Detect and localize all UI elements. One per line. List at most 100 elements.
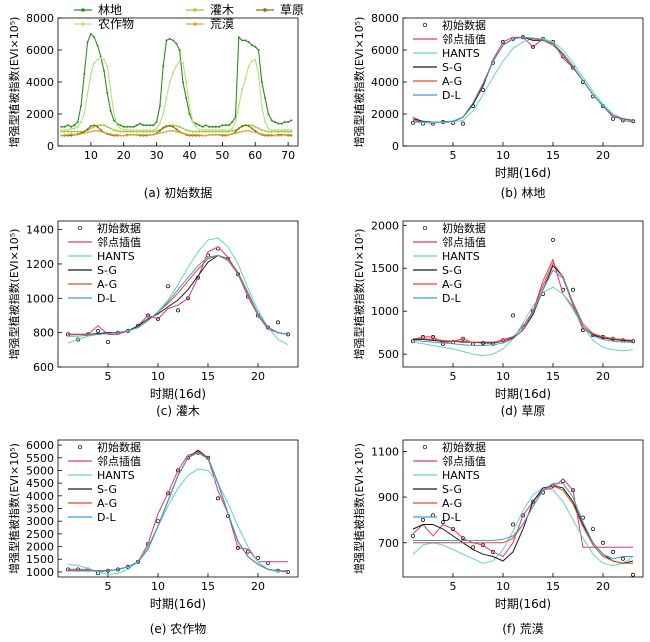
series-marker — [214, 125, 217, 128]
data-point — [136, 559, 140, 564]
series-marker — [175, 130, 178, 133]
data-point — [511, 522, 515, 527]
series-marker — [158, 129, 161, 132]
series-marker — [211, 133, 214, 136]
series-marker — [109, 109, 112, 112]
x-axis-label: 时期(16d) — [495, 387, 551, 401]
series-marker — [63, 130, 66, 133]
series-marker — [234, 132, 237, 135]
series-marker — [273, 130, 276, 133]
series-marker — [208, 130, 211, 133]
x-tick-label: 10 — [496, 149, 510, 162]
series-marker — [86, 131, 89, 134]
series-marker — [96, 44, 99, 47]
series-marker — [237, 127, 240, 130]
series-marker — [181, 61, 184, 64]
series-marker — [63, 133, 66, 136]
series-marker — [218, 130, 221, 133]
series-marker — [73, 133, 76, 136]
series-marker — [277, 129, 280, 131]
series-marker — [96, 125, 99, 128]
data-point — [256, 556, 260, 560]
series-marker — [181, 127, 184, 130]
series-marker — [109, 127, 112, 130]
data-point — [621, 556, 625, 561]
series-marker — [112, 133, 115, 136]
series-marker — [89, 127, 92, 130]
x-tick-label: 30 — [150, 149, 164, 162]
series-marker — [129, 130, 132, 133]
y-tick-label: 3500 — [26, 503, 54, 516]
legend-label: 初始数据 — [442, 221, 486, 235]
y-axis-label: 增强型植被指数(EVI×10⁵) — [7, 17, 21, 148]
series-line-d-l — [68, 254, 289, 337]
series-marker — [267, 113, 270, 115]
series-line-hants — [412, 286, 634, 357]
series-marker — [280, 134, 283, 137]
series-marker — [119, 127, 122, 130]
series-marker — [221, 133, 224, 136]
y-tick-label: 0 — [47, 140, 54, 153]
y-axis-label: 增强型植被指数(EVI×10⁵) — [352, 229, 366, 360]
series-marker — [267, 127, 270, 130]
series-line-d-l — [68, 452, 289, 573]
x-axis-label: 时期(16d) — [150, 387, 206, 401]
series-line-d-l — [413, 36, 634, 123]
series-marker — [103, 131, 106, 134]
series-marker — [139, 130, 142, 133]
series-marker — [60, 125, 63, 128]
series-marker — [204, 134, 207, 137]
series-marker — [198, 124, 201, 127]
series-marker — [221, 129, 224, 131]
series-line-e5869ce4bd9ce789a9 — [61, 57, 292, 131]
y-tick-label: 4500 — [26, 477, 54, 490]
legend-label: A-G — [442, 278, 462, 291]
series-marker — [181, 132, 184, 135]
series-marker — [273, 134, 276, 137]
series-marker — [129, 125, 132, 128]
series-marker — [260, 81, 263, 83]
data-point — [461, 121, 465, 126]
series-marker — [270, 133, 273, 136]
x-tick-label: 5 — [450, 370, 457, 383]
series-marker — [195, 130, 198, 133]
y-axis-label: 增强型植被指数(EVI×10⁵) — [352, 443, 366, 574]
data-point — [471, 545, 475, 550]
series-marker — [149, 124, 152, 127]
series-marker — [188, 105, 191, 107]
data-point — [216, 496, 220, 501]
legend-label: 初始数据 — [442, 18, 486, 32]
y-axis-label: 增强型植被指数(EVI×10⁵) — [7, 229, 21, 360]
series-marker — [254, 45, 257, 48]
series-marker — [250, 60, 253, 63]
legend-label: 灌木 — [210, 3, 234, 17]
series-marker — [185, 81, 188, 83]
series-marker — [290, 129, 293, 131]
legend-label: A-G — [97, 497, 117, 510]
series-marker — [260, 133, 263, 135]
legend-label: D-L — [442, 89, 461, 102]
series-marker — [96, 58, 99, 61]
series-marker — [145, 129, 148, 131]
series-marker — [66, 124, 69, 127]
series-marker — [185, 129, 188, 131]
y-tick-label: 1000 — [371, 305, 399, 318]
series-marker — [290, 130, 293, 133]
series-marker — [80, 121, 83, 123]
series-marker — [290, 133, 293, 136]
x-tick-label: 10 — [151, 370, 165, 383]
x-tick-label: 5 — [105, 370, 112, 383]
series-marker — [270, 130, 273, 133]
legend-label: 邻点插值 — [442, 454, 486, 468]
series-marker — [155, 129, 158, 132]
legend-label: 林地 — [98, 3, 122, 17]
panel-6: 5 10 15 20 700 900 1100 增强型植被指数(EVI×10⁵) 时期(16d)… — [352, 439, 644, 636]
data-point — [176, 308, 180, 313]
series-marker — [162, 113, 165, 115]
series-marker — [227, 133, 230, 136]
data-point — [441, 341, 445, 346]
series-marker — [172, 129, 175, 132]
legend-label: D-L — [442, 292, 461, 305]
